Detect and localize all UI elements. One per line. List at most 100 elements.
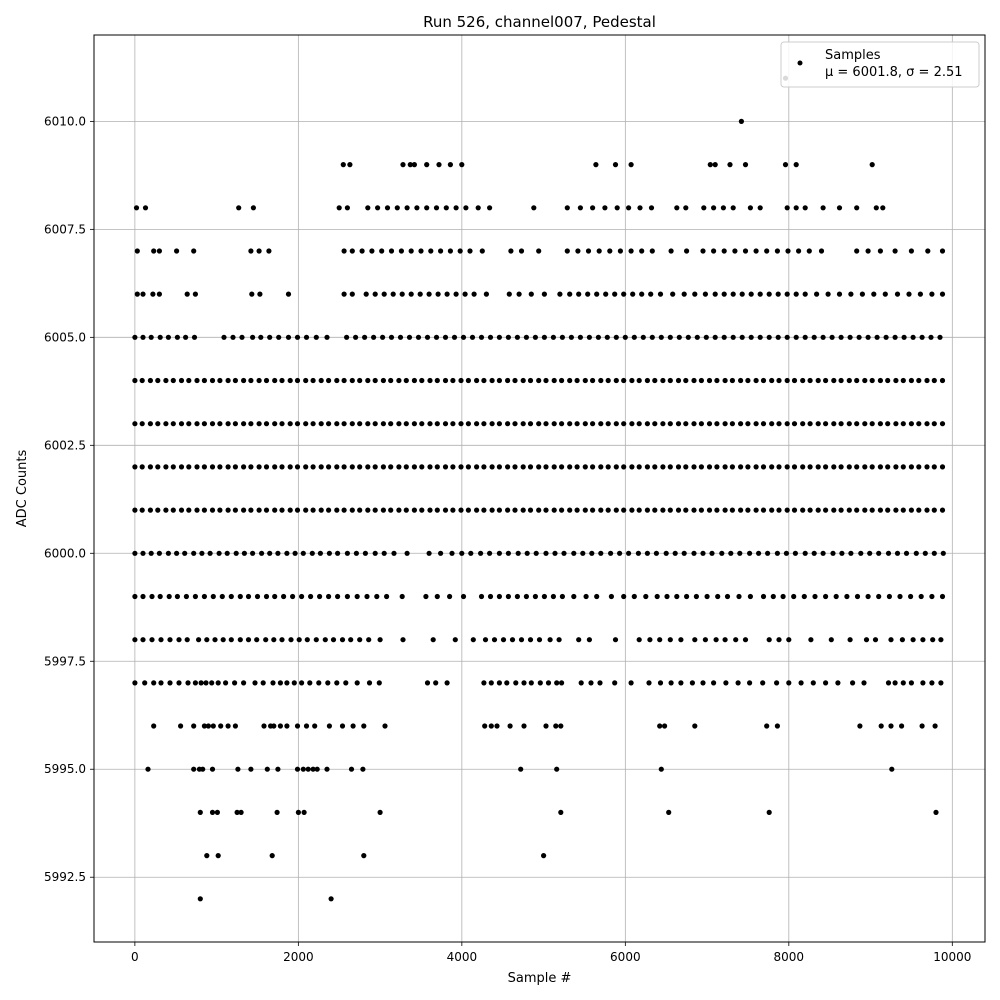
data-point — [505, 550, 511, 556]
data-point — [424, 162, 430, 168]
data-point — [318, 421, 324, 427]
data-point — [559, 593, 566, 600]
data-point — [714, 464, 720, 470]
data-point — [862, 464, 868, 470]
data-point — [543, 550, 549, 556]
data-point — [303, 464, 309, 470]
data-point — [447, 162, 453, 168]
data-point — [748, 334, 754, 340]
data-point — [527, 464, 534, 470]
data-point — [271, 637, 277, 643]
data-point — [527, 377, 534, 384]
data-point — [793, 162, 799, 168]
data-point — [415, 334, 422, 340]
data-point — [248, 377, 254, 384]
data-point — [929, 680, 935, 686]
data-point — [867, 550, 873, 556]
data-point — [937, 334, 943, 340]
data-point — [334, 377, 340, 384]
data-point — [908, 507, 915, 513]
data-point — [675, 377, 682, 384]
data-point — [132, 680, 138, 686]
data-point — [831, 507, 837, 513]
data-point — [605, 377, 611, 384]
data-point — [132, 637, 138, 643]
data-point — [481, 377, 487, 384]
data-point — [774, 680, 780, 686]
data-point — [435, 291, 441, 297]
data-point — [518, 766, 524, 772]
data-point — [543, 723, 549, 729]
data-point — [784, 464, 790, 470]
data-point — [820, 205, 826, 211]
data-point — [919, 334, 925, 340]
data-point — [256, 421, 262, 427]
data-point — [846, 507, 852, 513]
data-point — [831, 377, 837, 384]
data-point — [920, 680, 926, 686]
data-point — [722, 377, 728, 384]
data-point — [628, 680, 634, 686]
data-point — [916, 464, 922, 470]
data-point — [361, 853, 367, 859]
data-point — [279, 377, 285, 384]
data-point — [531, 205, 537, 211]
data-point — [423, 593, 429, 600]
data-point — [178, 377, 185, 384]
data-point — [593, 162, 599, 168]
data-point — [316, 680, 322, 686]
data-point — [711, 680, 717, 686]
data-point — [281, 593, 287, 600]
data-point — [194, 421, 200, 427]
data-point — [204, 853, 210, 859]
data-point — [676, 334, 682, 340]
data-point — [505, 593, 511, 600]
data-point — [628, 248, 634, 254]
data-point — [433, 334, 440, 340]
data-point — [512, 507, 518, 513]
data-point — [776, 377, 782, 384]
data-point — [419, 377, 425, 384]
data-point — [424, 205, 430, 211]
data-point — [660, 507, 666, 513]
data-point — [505, 507, 511, 513]
data-point — [629, 507, 635, 513]
data-point — [869, 507, 875, 513]
data-point — [886, 593, 893, 600]
data-point — [533, 550, 539, 556]
data-point — [792, 550, 799, 556]
data-point — [491, 637, 498, 643]
data-point — [871, 291, 877, 297]
data-point — [478, 550, 484, 556]
data-point — [272, 421, 278, 427]
data-point — [559, 377, 565, 384]
data-point — [823, 507, 829, 513]
data-point — [212, 637, 218, 643]
data-point — [614, 205, 620, 211]
data-point — [458, 421, 464, 427]
data-point — [838, 464, 844, 470]
data-point — [574, 464, 580, 470]
data-point — [158, 637, 164, 643]
data-point — [681, 550, 687, 556]
data-point — [536, 507, 542, 513]
data-point — [589, 550, 595, 556]
data-point — [617, 550, 623, 556]
data-point — [823, 421, 829, 427]
data-point — [662, 723, 668, 729]
data-point — [335, 593, 341, 600]
data-point — [465, 464, 471, 470]
data-point — [885, 550, 892, 556]
data-point — [174, 550, 180, 556]
data-point — [877, 507, 884, 513]
data-point — [489, 464, 495, 470]
data-point — [928, 334, 934, 340]
data-point — [674, 593, 680, 600]
data-point — [271, 723, 277, 729]
data-point — [381, 291, 387, 297]
data-point — [801, 593, 807, 600]
data-point — [457, 248, 463, 254]
data-point — [264, 766, 270, 772]
data-point — [341, 421, 347, 427]
data-point — [702, 637, 709, 643]
